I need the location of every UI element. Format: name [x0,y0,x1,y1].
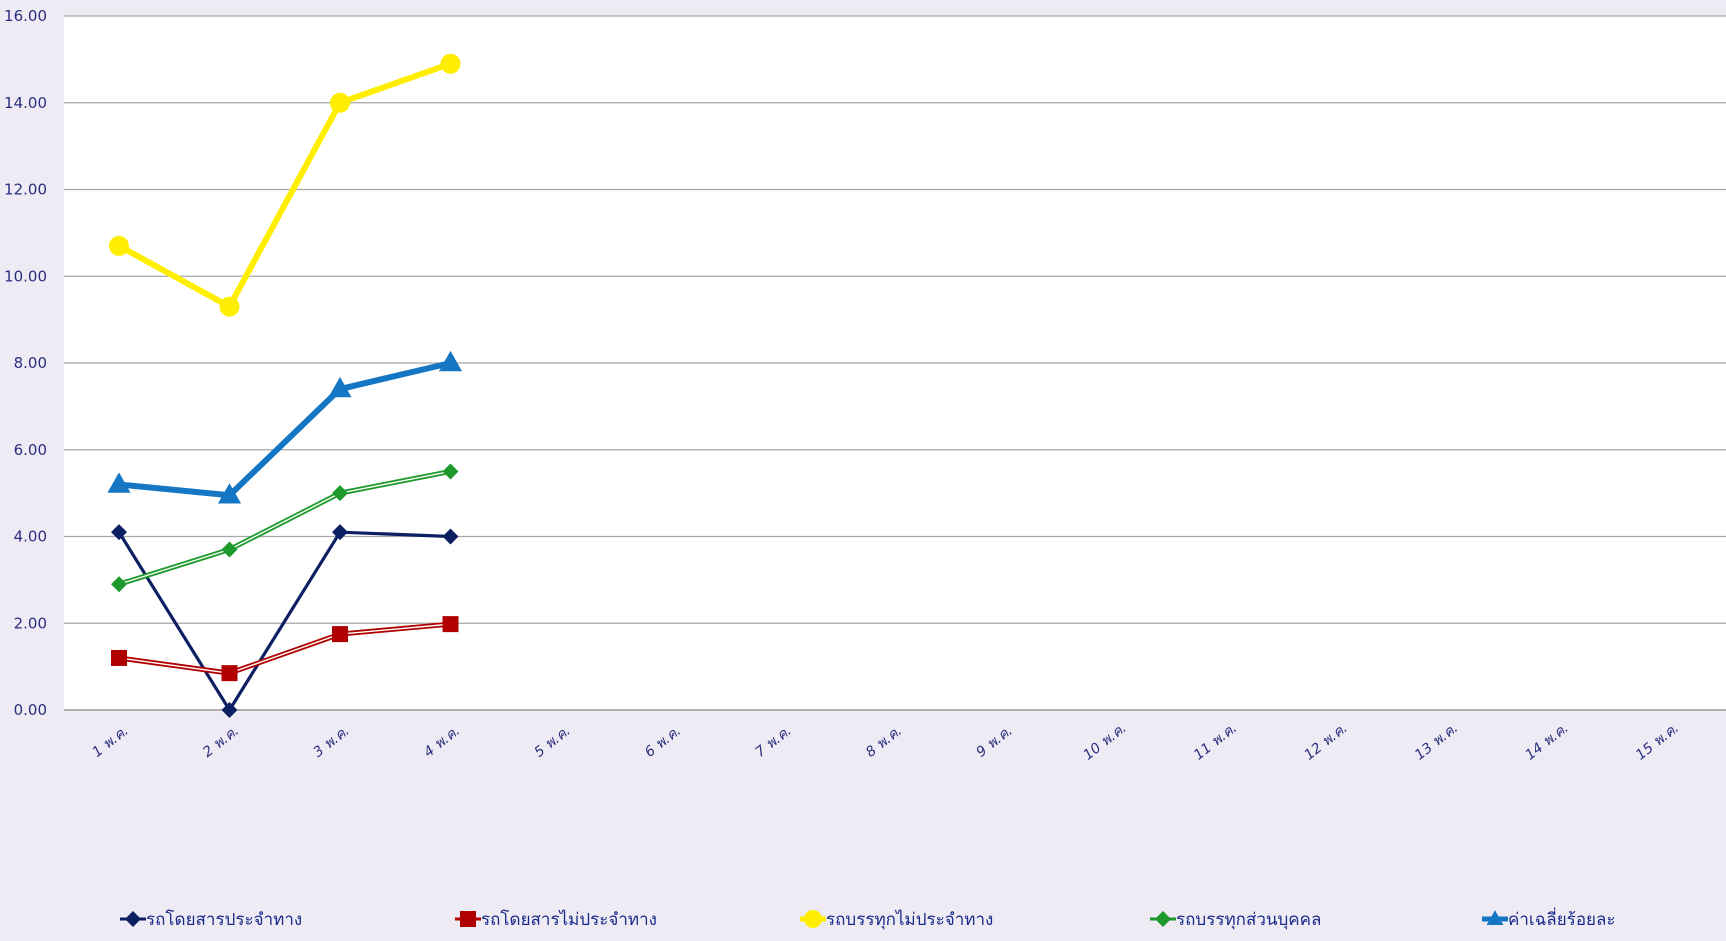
data-point-4-2 [221,541,238,558]
y-tick-label: 8.00 [14,354,47,372]
data-point-legend-3 [804,910,822,928]
y-tick-label: 12.00 [4,181,47,199]
series-line-inner [118,623,451,674]
data-point-legend-4 [1155,911,1171,927]
series-line-inner [118,470,451,585]
data-point-1-3 [332,524,348,541]
legend-label: ค่าเฉลี่ยร้อยละ [1508,907,1616,930]
data-point-legend-5 [1486,910,1504,925]
data-point-legend-2 [460,911,476,927]
series-line [116,360,454,499]
data-point-5-1 [107,472,131,493]
data-point-3-2 [219,296,240,317]
legend-item: รถบรรทุกส่วนบุคคล [1150,910,1321,930]
data-point-5-2 [217,483,242,504]
data-point-1-2 [221,702,238,718]
data-point-3-4 [440,53,461,74]
series-2 [111,616,459,682]
legend-item: ค่าเฉลี่ยร้อยละ [1482,907,1616,930]
y-tick-label: 4.00 [14,528,47,546]
legend-item: รถโดยสารไม่ประจำทาง [455,909,657,930]
data-point-2-3 [332,626,348,643]
legend-label: รถบรรทุกส่วนบุคคล [1176,910,1321,930]
y-tick-label: 2.00 [14,614,47,632]
series-layer [107,53,463,718]
data-point-2-4 [442,616,459,633]
data-point-3-1 [109,235,129,256]
series-line [117,530,453,712]
legend-item: รถบรรทุกไม่ประจำทาง [800,909,993,930]
data-point-5-4 [438,350,463,372]
legend: รถโดยสารประจำทาง รถโดยสารไม่ประจำทาง รถบรร… [120,907,1616,930]
legend-label: รถบรรทุกไม่ประจำทาง [826,909,993,930]
series-1 [111,524,459,718]
y-tick-label: 6.00 [14,441,47,459]
y-tick-label: 10.00 [4,267,47,285]
data-point-3-3 [330,92,350,113]
data-point-1-4 [442,528,459,545]
y-tick-label: 14.00 [4,94,47,112]
data-point-2-1 [111,649,127,666]
series-line [116,60,454,310]
series-5 [107,350,463,504]
data-point-5-3 [328,376,352,398]
data-point-legend-1 [125,911,141,927]
legend-label: รถโดยสารประจำทาง [146,909,302,930]
series-3 [109,53,461,317]
data-point-4-4 [442,463,459,480]
legend-item: รถโดยสารประจำทาง [120,909,302,930]
y-tick-label: 0.00 [14,701,47,719]
data-point-2-2 [221,665,238,682]
data-point-4-3 [332,485,348,502]
y-tick-label: 16.00 [4,7,47,25]
legend-label: รถโดยสารไม่ประจำทาง [481,909,657,930]
data-point-1-1 [111,524,127,541]
data-point-4-1 [111,576,127,593]
y-axis: 0.00 2.00 4.00 6.00 8.00 10.00 12.00 14.00 16.00 [4,7,47,719]
series-4 [111,463,459,593]
